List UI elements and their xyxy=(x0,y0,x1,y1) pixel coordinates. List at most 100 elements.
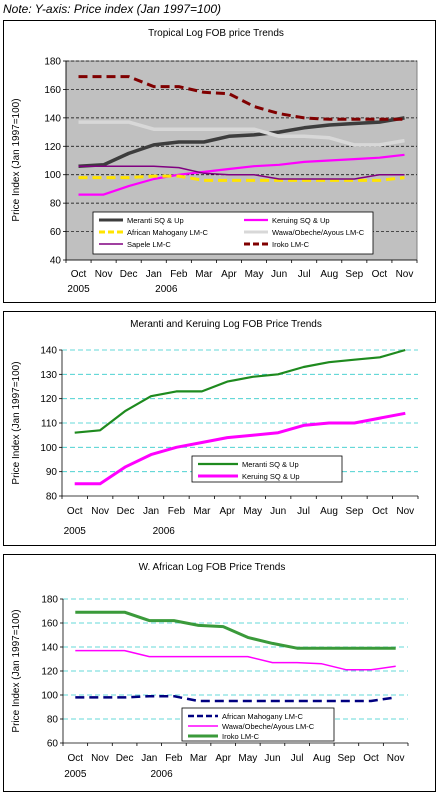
x-tick-label: Nov xyxy=(387,753,405,764)
x-tick-label: Aug xyxy=(313,753,331,764)
series-line-keruing-sq-up xyxy=(78,153,405,196)
year-label: 2006 xyxy=(153,526,176,537)
y-tick-label: 110 xyxy=(41,419,57,430)
x-tick-label: Oct xyxy=(372,506,388,517)
y-tick-label: 80 xyxy=(46,492,58,503)
x-tick-label: Nov xyxy=(91,753,109,764)
x-tick-label: Mar xyxy=(190,753,208,764)
y-axis-title: Price Index (Jan 1997=100) xyxy=(11,361,22,484)
x-tick-label: Feb xyxy=(165,753,183,764)
y-tick-label: 120 xyxy=(44,142,61,153)
legend-label: African Mahogany LM-C xyxy=(222,712,303,721)
year-label: 2006 xyxy=(155,284,178,295)
x-tick-label: Nov xyxy=(91,506,109,517)
y-tick-label: 180 xyxy=(41,595,58,606)
year-label: 2006 xyxy=(150,769,173,780)
y-tick-label: 60 xyxy=(47,739,59,750)
y-tick-label: 90 xyxy=(46,467,58,478)
chart-title: Meranti and Keruing Log FOB Price Trends xyxy=(130,319,322,330)
x-tick-label: Oct xyxy=(363,753,379,764)
y-axis-title: Price Index (Jan 1997=100) xyxy=(11,98,22,221)
y-tick-label: 100 xyxy=(44,170,61,181)
tropical-log-chart-panel: Tropical Log FOB price Trends 40 60 80 100 12… xyxy=(3,20,436,303)
legend-label: Meranti SQ & Up xyxy=(242,460,299,469)
x-tick-label: Jul xyxy=(291,753,304,764)
x-tick-label: Aug xyxy=(320,506,338,517)
y-tick-label: 60 xyxy=(50,227,62,238)
x-tick-label: Mar xyxy=(195,269,213,280)
series-line-wawa-obeche-ayous-lm-c xyxy=(78,120,405,147)
x-tick-label: Jun xyxy=(271,269,287,280)
year-label: 2005 xyxy=(64,769,87,780)
legend-label: Keruing SQ & Up xyxy=(242,472,300,481)
x-tick-label: Apr xyxy=(220,506,236,517)
tropical-log-chart: Tropical Log FOB price Trends 40 60 80 100 12… xyxy=(11,28,418,295)
y-tick-label: 120 xyxy=(40,394,57,405)
w-african-chart: W. African Log FOB Price Trends 60 80 100 12… xyxy=(11,562,409,780)
series-line-iroko-lm-c xyxy=(75,610,396,650)
series-line-meranti-sq-up xyxy=(78,116,405,168)
x-tick-label: Dec xyxy=(116,753,134,764)
y-tick-label: 80 xyxy=(47,715,59,726)
y-tick-label: 140 xyxy=(44,113,61,124)
x-tick-label: Jan xyxy=(146,269,162,280)
series-line-sapele-lm-c xyxy=(78,165,405,180)
x-tick-label: May xyxy=(243,506,262,517)
y-tick-label: 140 xyxy=(41,643,58,654)
y-tick-label: 100 xyxy=(41,691,58,702)
x-tick-label: Jul xyxy=(298,269,311,280)
y-tick-label: 160 xyxy=(44,85,61,96)
y-tick-label: 140 xyxy=(40,346,57,357)
x-tick-label: Sep xyxy=(337,753,355,764)
y-axis-note: Note: Y-axis: Price index (Jan 1997=100) xyxy=(3,2,222,16)
y-tick-label: 120 xyxy=(41,667,58,678)
legend-label: Sapele LM-C xyxy=(127,240,171,249)
x-tick-label: Mar xyxy=(193,506,211,517)
x-tick-label: Aug xyxy=(320,269,338,280)
w-african-chart-panel: W. African Log FOB Price Trends 60 80 100 12… xyxy=(3,554,436,792)
legend-label: African Mahogany LM-C xyxy=(127,228,208,237)
x-tick-label: Oct xyxy=(68,753,84,764)
y-tick-label: 100 xyxy=(40,443,57,454)
x-tick-label: Jul xyxy=(297,506,310,517)
year-label: 2005 xyxy=(67,284,90,295)
x-tick-label: Sep xyxy=(345,269,363,280)
series-line-african-mahogany-lm-c xyxy=(78,174,405,182)
x-tick-label: Jan xyxy=(143,506,159,517)
x-tick-label: Oct xyxy=(67,506,83,517)
x-tick-label: May xyxy=(245,269,264,280)
series-line-meranti-sq-up xyxy=(74,348,406,434)
x-tick-label: Nov xyxy=(396,269,414,280)
x-tick-label: May xyxy=(238,753,257,764)
x-tick-label: Feb xyxy=(168,506,186,517)
legend-box xyxy=(191,455,343,483)
legend-label: Iroko LM-C xyxy=(272,240,310,249)
legend-label: Wawa/Obeche/Ayous LM-C xyxy=(222,722,315,731)
chart-title: Tropical Log FOB price Trends xyxy=(148,28,284,39)
legend-label: Wawa/Obeche/Ayous LM-C xyxy=(272,228,365,237)
x-tick-label: Jun xyxy=(270,506,286,517)
legend-label: Iroko LM-C xyxy=(222,732,260,741)
x-tick-label: Jan xyxy=(141,753,157,764)
year-label: 2005 xyxy=(64,526,87,537)
series-line-wawa-obeche-ayous-lm-c xyxy=(75,649,396,671)
x-tick-label: Dec xyxy=(120,269,138,280)
y-tick-label: 40 xyxy=(50,256,62,267)
legend-box xyxy=(92,211,374,255)
legend-label: Keruing SQ & Up xyxy=(272,216,330,225)
meranti-keruing-chart: Meranti and Keruing Log FOB Price Trends… xyxy=(11,319,419,537)
x-tick-label: Feb xyxy=(170,269,188,280)
y-tick-label: 180 xyxy=(44,57,61,68)
x-tick-label: Apr xyxy=(221,269,237,280)
series-line-keruing-sq-up xyxy=(74,411,406,486)
x-tick-label: Sep xyxy=(346,506,364,517)
legend-label: Meranti SQ & Up xyxy=(127,216,184,225)
x-tick-label: Apr xyxy=(215,753,231,764)
y-axis-title: Price Index (Jan 1997=100) xyxy=(11,609,22,732)
chart-title: W. African Log FOB Price Trends xyxy=(139,562,286,573)
x-tick-label: Dec xyxy=(117,506,135,517)
x-tick-label: Oct xyxy=(372,269,388,280)
y-tick-label: 80 xyxy=(50,199,62,210)
y-tick-label: 160 xyxy=(41,619,58,630)
x-tick-label: Nov xyxy=(95,269,113,280)
